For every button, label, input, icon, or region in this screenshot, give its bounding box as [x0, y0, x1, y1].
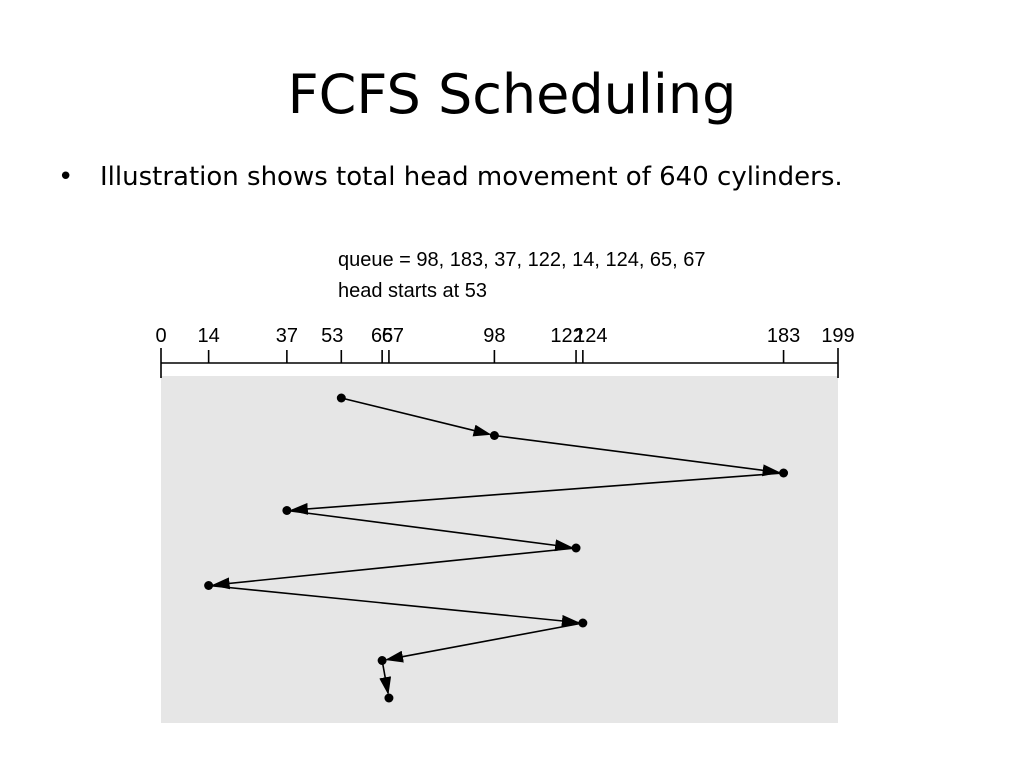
head-position-dot — [571, 543, 581, 553]
movement-arrow — [385, 622, 583, 663]
movement-arrow — [286, 509, 574, 552]
axis-tick-label: 14 — [198, 325, 220, 347]
head-movement-path — [204, 393, 789, 703]
head-start-caption: head starts at 53 — [338, 280, 487, 302]
head-position-dot — [489, 431, 499, 440]
movement-arrow — [211, 547, 577, 590]
movement-arrow — [341, 397, 492, 437]
axis-tick-label: 53 — [321, 325, 343, 347]
diagram-panel — [161, 376, 838, 723]
head-position-dot — [578, 618, 588, 628]
slide-title: FCFS Scheduling — [287, 63, 737, 126]
head-position-dot — [204, 581, 214, 590]
head-position-dot — [384, 693, 394, 703]
movement-arrow — [494, 434, 781, 477]
head-position-dot — [336, 393, 346, 403]
axis-tick-label: 37 — [276, 325, 298, 347]
axis-tick-label: 98 — [483, 325, 505, 347]
axis-tick-label: 67 — [382, 325, 404, 347]
queue-caption: queue = 98, 183, 37, 122, 14, 124, 65, 6… — [338, 249, 706, 271]
bullet-item: • Illustration shows total head movement … — [58, 160, 843, 194]
movement-arrow — [208, 584, 580, 627]
bullet-dot-icon: • — [58, 162, 74, 192]
head-position-dot — [282, 506, 292, 515]
head-position-dot — [779, 468, 789, 478]
axis-tick-label: 65 — [371, 325, 393, 347]
axis-tick-label: 199 — [821, 325, 854, 347]
movement-arrow — [379, 660, 392, 696]
bullet-text: Illustration shows total head movement o… — [100, 162, 843, 192]
axis-tick-label: 183 — [767, 325, 800, 347]
axis-tick-label: 122 — [550, 325, 583, 347]
axis-tick-label: 0 — [155, 325, 166, 347]
movement-arrow — [289, 472, 784, 515]
head-position-dot — [377, 656, 387, 665]
axis-tick-label: 124 — [574, 325, 607, 347]
